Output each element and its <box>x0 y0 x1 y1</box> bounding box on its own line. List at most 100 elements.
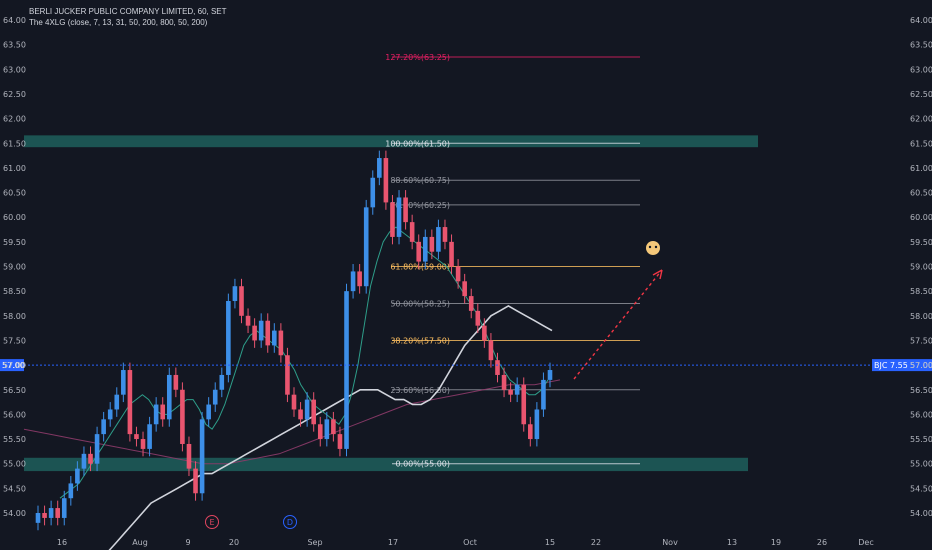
candle-body <box>127 370 133 435</box>
dividend-marker-letter: D <box>287 518 293 527</box>
candle-body <box>285 355 290 395</box>
candle-body <box>422 236 428 262</box>
candle-body <box>291 394 297 410</box>
time-tick: 9 <box>185 538 190 547</box>
candle-body <box>324 419 330 440</box>
time-tick: 22 <box>591 538 601 547</box>
price-tick-right: 63.50 <box>910 41 932 50</box>
candle-body <box>528 424 533 440</box>
symbol-tag-bg <box>872 359 908 372</box>
candle-body <box>468 296 474 311</box>
candle-body <box>81 453 87 469</box>
time-scale[interactable]: 16 Aug 9 20 Sep 17 Oct 15 22 Nov 13 19 26 Dec <box>57 538 874 547</box>
candle-body <box>258 320 264 341</box>
candle-body <box>278 330 284 356</box>
time-tick: Oct <box>463 538 477 547</box>
candle-body <box>68 483 74 499</box>
candle-body <box>219 374 225 390</box>
candle-body <box>514 384 520 395</box>
candle-body <box>226 301 231 375</box>
fib-level-label: 50.00%(58.25) <box>390 299 450 308</box>
price-tick-left: 57.50 <box>3 336 26 345</box>
forecast-arrow <box>573 269 663 380</box>
candle-body <box>521 384 527 425</box>
candle-body <box>101 419 106 435</box>
cat-eye-left-icon <box>648 245 652 249</box>
candle-body <box>252 325 257 341</box>
price-tick-right: 55.00 <box>910 460 932 469</box>
time-tick: Aug <box>132 538 148 547</box>
fib-retracement[interactable]: 127.20%(63.25) 100.00%(61.50) 88.60%(60.75… <box>385 53 640 469</box>
candle-body <box>153 404 159 425</box>
price-tick-left: 60.00 <box>3 213 26 222</box>
cat-face-icon <box>646 241 660 255</box>
candle-body <box>206 404 211 420</box>
price-tick-right: 56.50 <box>910 386 932 395</box>
price-tick-right: 55.50 <box>910 435 932 444</box>
price-tick-right: 58.50 <box>910 287 932 296</box>
resistance-zone <box>24 135 758 148</box>
candle-body <box>482 325 487 341</box>
candle-body <box>409 222 415 242</box>
fib-level-label: 127.20%(63.25) <box>385 53 450 62</box>
price-tick-right: 59.50 <box>910 238 932 247</box>
price-tick-left: 61.50 <box>3 139 26 148</box>
price-tag-bg-left <box>0 359 24 372</box>
candle-body <box>488 340 494 361</box>
candle-body <box>193 468 198 494</box>
indicator-title[interactable]: The 4XLG (close, 7, 13, 31, 50, 200, 800… <box>29 18 208 27</box>
candle-body <box>495 360 500 375</box>
price-tick-left: 54.00 <box>3 509 26 518</box>
candle-body <box>239 286 244 316</box>
candle-body <box>166 374 172 420</box>
ma-fast-line <box>59 226 549 499</box>
earnings-marker <box>205 515 219 529</box>
price-tick-right: 61.50 <box>910 139 932 148</box>
price-tick-left: 62.00 <box>3 115 26 124</box>
candle-body <box>436 227 441 252</box>
candle-body <box>212 389 218 405</box>
right-price-scale[interactable]: 54.00 54.50 55.00 55.50 56.00 56.50 57.00 57.50… <box>910 16 932 518</box>
price-tick-right: 60.00 <box>910 213 932 222</box>
candle-body <box>114 394 120 410</box>
candle-body <box>390 202 395 237</box>
price-tick-left: 56.50 <box>3 386 26 395</box>
price-tick-left: 54.50 <box>3 484 26 493</box>
symbol-title[interactable]: BERLI JUCKER PUBLIC COMPANY LIMITED, 60,… <box>29 7 227 16</box>
candles-layer <box>35 150 553 531</box>
cat-eye-right-icon <box>654 245 658 249</box>
candle-body <box>94 434 100 464</box>
left-price-scale[interactable]: 54.00 54.50 55.00 55.50 56.00 56.50 57.00 57.50… <box>3 16 26 518</box>
price-tag-left: 57.00 <box>2 361 25 370</box>
candle-body <box>370 177 376 208</box>
price-tick-left: 61.00 <box>3 164 26 173</box>
candle-body <box>134 434 139 440</box>
price-tick-left: 64.00 <box>3 16 26 25</box>
candle-body <box>462 281 467 297</box>
price-tick-left: 63.50 <box>3 41 26 50</box>
candle-body <box>501 374 507 390</box>
candle-body <box>534 409 540 440</box>
time-tick: 17 <box>388 538 398 547</box>
dividend-marker <box>283 515 297 529</box>
moving-averages <box>23 226 561 550</box>
candle-body <box>272 330 277 346</box>
fib-level-label: 0.00%(55.00) <box>395 460 450 469</box>
price-tick-right: 54.50 <box>910 484 932 493</box>
candle-body <box>42 513 47 518</box>
price-tick-left: 59.50 <box>3 238 26 247</box>
price-tag-right: 57.00 <box>910 361 932 370</box>
candle-body <box>88 453 93 464</box>
price-tick-right: 62.50 <box>910 90 932 99</box>
time-tick: 26 <box>817 538 827 547</box>
fib-level-label: 61.80%(59.00) <box>390 263 450 272</box>
price-tick-left: 55.50 <box>3 435 26 444</box>
candle-body <box>311 399 316 425</box>
time-tick: Sep <box>307 538 322 547</box>
candle-body <box>147 424 152 449</box>
price-tick-right: 63.00 <box>910 65 932 74</box>
earnings-marker-letter: E <box>209 518 214 527</box>
candle-body <box>107 409 113 420</box>
ma-long-line <box>23 379 561 465</box>
